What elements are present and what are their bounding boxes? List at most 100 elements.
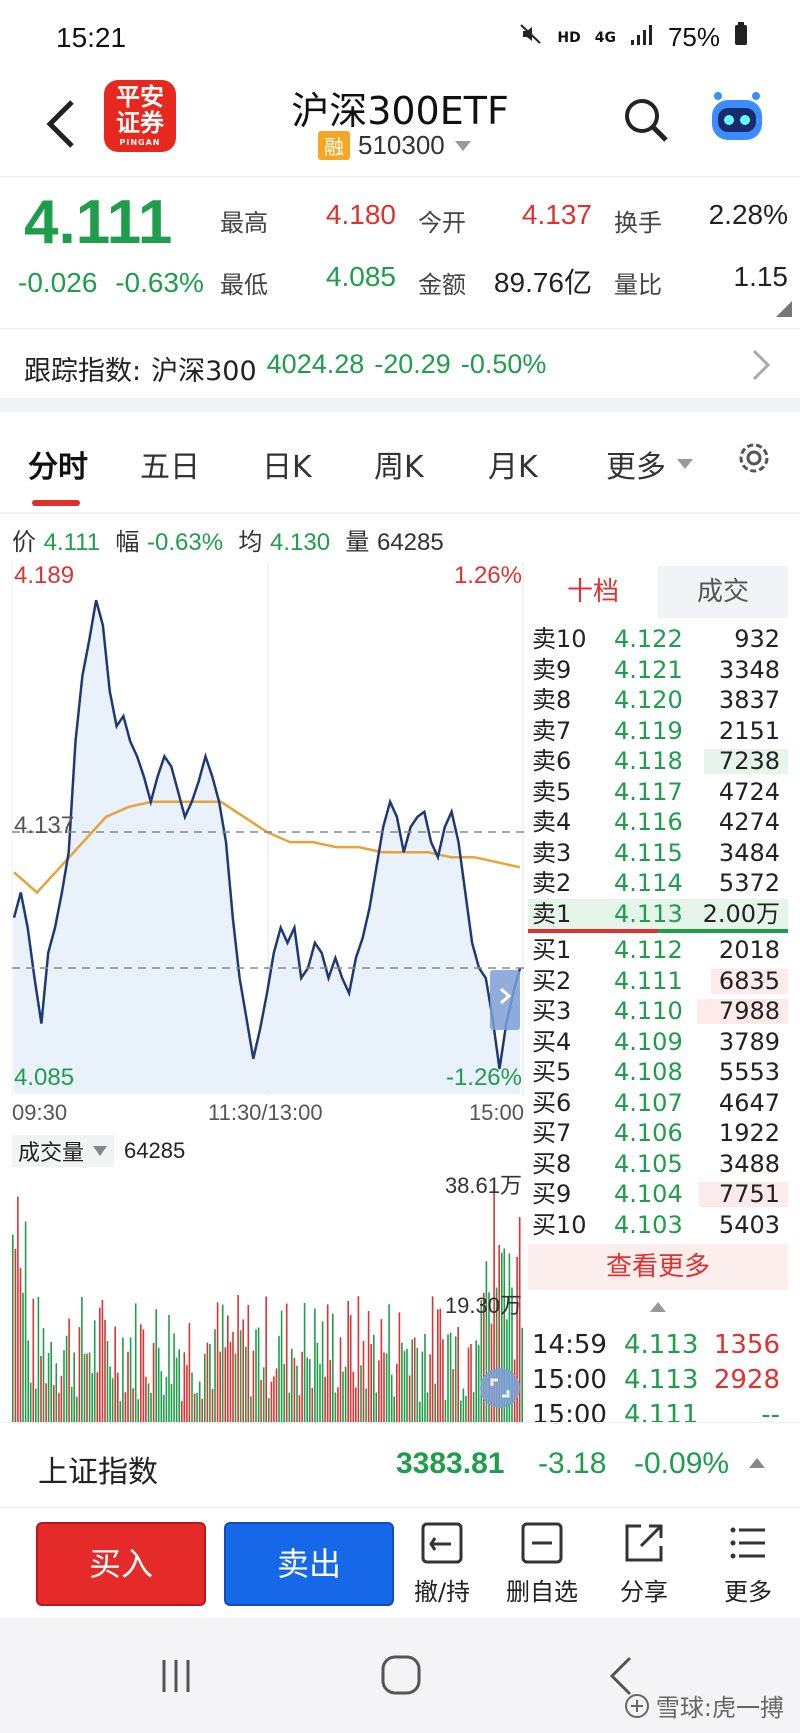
tab-monthly-k[interactable]: 月K — [488, 450, 538, 485]
volume-bar — [483, 1293, 485, 1422]
volume-bar — [521, 1327, 523, 1422]
expand-corner-icon[interactable] — [776, 301, 792, 317]
tab-five-day[interactable]: 五日 — [140, 450, 200, 485]
ask-level-price: 4.115 — [614, 838, 683, 867]
view-more-button[interactable]: 查看更多 — [528, 1244, 788, 1290]
tab-weekly-k[interactable]: 周K — [374, 450, 424, 485]
bid-row[interactable]: 买2 4.111 6835 — [528, 966, 788, 997]
intraday-chart[interactable]: 4.189 4.137 4.085 1.26% -1.26% — [11, 562, 524, 1096]
ask-row[interactable]: 卖5 4.117 4724 — [528, 777, 788, 808]
sell-button[interactable]: 卖出 — [224, 1522, 394, 1606]
ask-row[interactable]: 卖9 4.121 3348 — [528, 655, 788, 686]
volume-bar — [178, 1349, 180, 1422]
volume-bar — [219, 1351, 221, 1422]
cancel-order-icon — [421, 1522, 463, 1564]
ask-row[interactable]: 卖6 4.118 7238 — [528, 746, 788, 777]
index-ticker[interactable]: 上证指数 3383.81 -3.18 -0.09% — [0, 1422, 800, 1508]
more-actions-button[interactable]: 更多 — [708, 1520, 788, 1607]
volume-bar — [262, 1367, 265, 1422]
bid-row[interactable]: 买7 4.106 1922 — [528, 1118, 788, 1149]
ask-volume-bar — [704, 749, 788, 774]
recent-apps-button[interactable] — [156, 1656, 196, 1700]
change-value: -0.026 — [18, 267, 98, 298]
volume-bar — [301, 1351, 303, 1422]
volume-bar — [73, 1352, 75, 1422]
bid-level-volume: 4647 — [718, 1088, 780, 1117]
ask-row[interactable]: 卖8 4.120 3837 — [528, 685, 788, 716]
trades-collapse[interactable] — [528, 1290, 788, 1328]
search-button[interactable] — [620, 94, 672, 146]
bid-row[interactable]: 买5 4.108 5553 — [528, 1057, 788, 1088]
volume-bar — [352, 1371, 355, 1422]
tab-ten-levels[interactable]: 十档 — [528, 566, 658, 618]
volume-header: 成交量 64285 — [12, 1134, 185, 1168]
volume-bar — [319, 1364, 321, 1422]
bid-level-label: 买1 — [532, 936, 572, 964]
ask-row[interactable]: 卖4 4.116 4274 — [528, 807, 788, 838]
volume-bar — [421, 1351, 424, 1422]
volume-bar — [355, 1387, 357, 1422]
bid-row[interactable]: 买8 4.105 3488 — [528, 1149, 788, 1180]
ask-row[interactable]: 卖7 4.119 2151 — [528, 716, 788, 747]
chevron-right-icon — [500, 987, 512, 1005]
tab-more-label: 更多 — [606, 450, 666, 485]
volume-bar — [321, 1321, 324, 1422]
bid-row[interactable]: 买3 4.110 7988 — [528, 996, 788, 1027]
ask-row[interactable]: 卖3 4.115 3484 — [528, 838, 788, 869]
volume-bar — [398, 1312, 401, 1422]
volume-bar — [385, 1353, 388, 1422]
volume-bar — [229, 1342, 232, 1422]
ask-row[interactable]: 卖2 4.114 5372 — [528, 868, 788, 899]
ask-row[interactable]: 卖10 4.122 932 — [528, 624, 788, 655]
volume-bar — [132, 1388, 134, 1422]
bid-level-price: 4.106 — [614, 1119, 683, 1147]
volume-bar — [309, 1359, 311, 1422]
nav-back-button[interactable] — [606, 1654, 636, 1702]
ask-level-price: 4.114 — [614, 869, 683, 897]
stock-code-selector[interactable]: 融 510300 — [318, 130, 473, 161]
logo-text-top: 平安 — [116, 83, 164, 111]
tab-intraday[interactable]: 分时 — [28, 450, 88, 485]
tab-trades[interactable]: 成交 — [658, 566, 788, 618]
ask-level-label: 卖10 — [532, 625, 587, 653]
bid-level-label: 买3 — [532, 997, 572, 1025]
bid-row[interactable]: 买10 4.103 5403 — [528, 1210, 788, 1241]
volume-bar — [22, 1292, 24, 1422]
volume-bar — [216, 1302, 219, 1422]
info-avg-label: 均 — [238, 528, 263, 556]
home-button[interactable] — [380, 1654, 422, 1700]
volume-bar — [419, 1402, 421, 1422]
chart-settings-button[interactable] — [734, 438, 774, 482]
tab-daily-k[interactable]: 日K — [262, 450, 312, 485]
bid-row[interactable]: 买9 4.104 7751 — [528, 1179, 788, 1210]
bid-row[interactable]: 买1 4.112 2018 — [528, 935, 788, 966]
share-button[interactable]: 分享 — [604, 1520, 684, 1607]
volume-bar — [285, 1303, 288, 1422]
cancel-hold-button[interactable]: 撤/持 — [402, 1520, 482, 1607]
collapse-panel-handle[interactable] — [490, 970, 520, 1030]
volume-indicator-select[interactable]: 成交量 — [12, 1135, 115, 1167]
bid-level-label: 买8 — [532, 1149, 572, 1178]
last-price: 4.111 — [24, 188, 173, 257]
volume-bar — [508, 1253, 511, 1422]
expand-icon — [490, 1378, 510, 1398]
buy-button[interactable]: 买入 — [36, 1522, 206, 1606]
back-button[interactable] — [38, 94, 86, 154]
tracking-index-row[interactable]: 跟踪指数: 沪深300 4024.28 -20.29 -0.50% — [0, 328, 800, 399]
volume-bar — [170, 1383, 173, 1422]
vol-ratio-label: 量比 — [614, 271, 662, 299]
trade-volume: 1356 — [713, 1330, 780, 1360]
remove-watchlist-button[interactable]: 删自选 — [502, 1520, 582, 1607]
trade-price: 4.111 — [624, 1400, 699, 1430]
volume-bar — [273, 1376, 275, 1422]
bid-row[interactable]: 买6 4.107 4647 — [528, 1088, 788, 1119]
ask-row[interactable]: 卖1 4.113 2.00万 — [528, 898, 788, 929]
assistant-button[interactable] — [706, 90, 768, 146]
bid-row[interactable]: 买4 4.109 3789 — [528, 1027, 788, 1058]
turnover-label: 换手 — [614, 209, 662, 237]
volume-bar — [214, 1329, 216, 1422]
intraday-chart-svg — [11, 562, 524, 1096]
fullscreen-button[interactable] — [480, 1368, 520, 1408]
volume-bar — [324, 1376, 326, 1422]
tab-more[interactable]: 更多 — [606, 442, 694, 486]
